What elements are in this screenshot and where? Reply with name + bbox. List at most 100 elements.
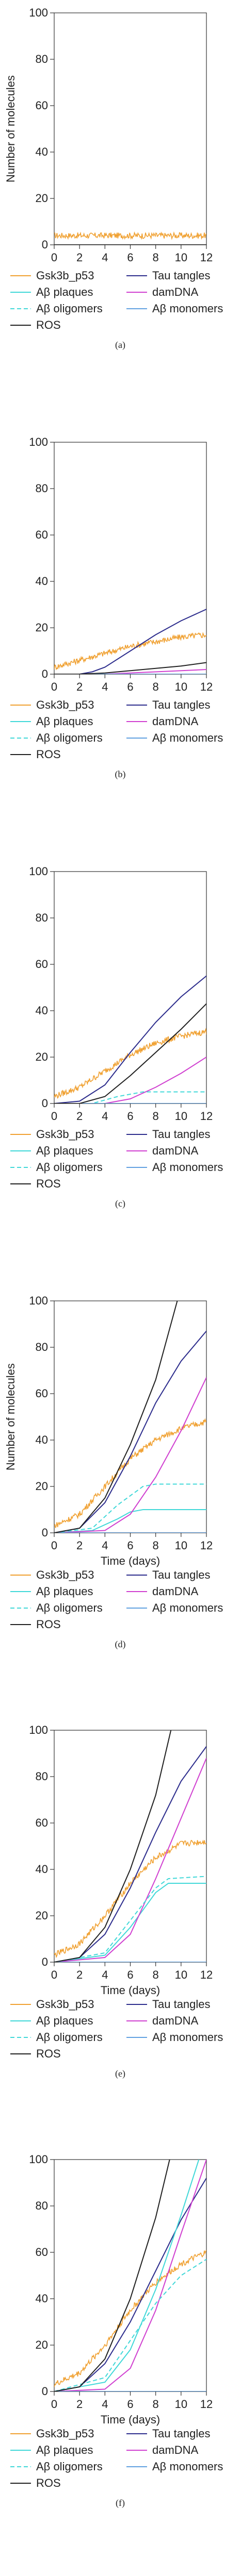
y-tick-label: 40 xyxy=(36,1863,48,1876)
series-line-tau-tangles xyxy=(54,609,206,674)
series-line-gsk3b-p53 xyxy=(54,1027,206,1099)
x-tick-label: 8 xyxy=(153,1110,159,1123)
x-tick-label: 0 xyxy=(51,251,57,264)
legend-entry: Aβ plaques xyxy=(36,715,93,728)
y-tick-label: 80 xyxy=(36,911,48,924)
y-tick-label: 80 xyxy=(36,1770,48,1783)
legend-entry: damDNA xyxy=(152,2444,199,2456)
legend-entry: Gsk3b_p53 xyxy=(36,2427,94,2440)
legend-entry: Tau tangles xyxy=(152,1568,211,1581)
series-line-a-oligomers xyxy=(54,1483,206,1533)
y-tick-label: 60 xyxy=(36,958,48,971)
legend-entry: Aβ oligomers xyxy=(36,2031,103,2044)
x-tick-label: 8 xyxy=(153,680,159,693)
x-tick-label: 4 xyxy=(102,2398,108,2411)
series-line-a-plaques xyxy=(54,2160,200,2391)
x-tick-label: 2 xyxy=(76,680,83,693)
x-tick-label: 6 xyxy=(127,251,133,264)
x-tick-label: 8 xyxy=(153,1968,159,1981)
panel-label: (e) xyxy=(115,2068,125,2079)
y-tick-label: 100 xyxy=(29,1294,48,1307)
y-tick-label: 20 xyxy=(36,192,48,205)
y-tick-label: 100 xyxy=(29,6,48,19)
panel-label: (d) xyxy=(115,1639,126,1650)
legend-entry: Aβ oligomers xyxy=(36,1161,103,1174)
series-line-damdna xyxy=(54,2160,206,2391)
x-tick-label: 12 xyxy=(200,2398,213,2411)
legend-entry: Tau tangles xyxy=(152,2427,211,2440)
series-line-tau-tangles xyxy=(54,1330,206,1533)
legend-entry: Aβ monomers xyxy=(152,2031,223,2044)
x-tick-label: 12 xyxy=(200,251,213,264)
y-tick-label: 60 xyxy=(36,1387,48,1400)
legend-entry: Aβ oligomers xyxy=(36,1601,103,1614)
y-tick-label: 40 xyxy=(36,145,48,158)
legend-entry: ROS xyxy=(36,2047,61,2060)
x-tick-label: 6 xyxy=(127,680,133,693)
x-tick-label: 6 xyxy=(127,2398,133,2411)
y-tick-label: 0 xyxy=(42,2385,48,2398)
plot-frame xyxy=(54,871,207,1104)
y-tick-label: 100 xyxy=(29,1724,48,1736)
chart-panel-1: 0 20 40 60 80 100 0 2 4 6 8 10 12 Gsk3b_p53 Tau tangle… xyxy=(10,436,223,780)
series-line-ros xyxy=(54,1730,172,1962)
series-line-damdna xyxy=(54,1758,206,1962)
chart-panel-0: 0 20 40 60 80 100 0 2 4 6 8 10 12 Number of molecules… xyxy=(4,6,223,350)
y-tick-label: 0 xyxy=(42,1526,48,1539)
x-tick-label: 10 xyxy=(175,2398,187,2411)
legend-entry: Aβ plaques xyxy=(36,1585,93,1598)
legend-entry: Gsk3b_p53 xyxy=(36,269,94,282)
series-line-gsk3b-p53 xyxy=(54,2250,206,2387)
y-tick-label: 100 xyxy=(29,2153,48,2166)
legend-entry: Aβ plaques xyxy=(36,2014,93,2027)
y-tick-label: 0 xyxy=(42,1955,48,1968)
panel-label: (f) xyxy=(116,2498,125,2508)
series-line-gsk3b-p53 xyxy=(54,1839,206,1959)
legend-entry: Tau tangles xyxy=(152,1128,211,1141)
legend-entry: damDNA xyxy=(152,1144,199,1157)
panel-label: (b) xyxy=(115,769,126,780)
series-line-damdna xyxy=(54,669,206,674)
y-tick-label: 60 xyxy=(36,1816,48,1829)
panel-label: (a) xyxy=(115,340,125,350)
y-tick-label: 20 xyxy=(36,1480,48,1493)
y-tick-label: 100 xyxy=(29,436,48,448)
chart-panel-4: 0 20 40 60 80 100 0 2 4 6 8 10 12 Time (days) Gsk3b_p5… xyxy=(10,1724,223,2079)
x-tick-label: 2 xyxy=(76,251,83,264)
legend-entry: Aβ plaques xyxy=(36,1144,93,1157)
x-tick-label: 12 xyxy=(200,1968,213,1981)
series-line-a-plaques xyxy=(54,1883,206,1962)
panel-label: (c) xyxy=(115,1198,125,1209)
x-tick-label: 2 xyxy=(76,2398,83,2411)
legend-entry: Aβ monomers xyxy=(152,1601,223,1614)
x-tick-label: 12 xyxy=(200,680,213,693)
x-axis-label: Time (days) xyxy=(101,1554,160,1567)
series-line-a-oligomers xyxy=(54,2259,206,2391)
x-tick-label: 4 xyxy=(102,680,108,693)
x-tick-label: 10 xyxy=(175,1110,187,1123)
x-tick-label: 0 xyxy=(51,1968,57,1981)
x-tick-label: 6 xyxy=(127,1539,133,1552)
legend-entry: Aβ oligomers xyxy=(36,2460,103,2473)
series-line-a-plaques xyxy=(54,1509,206,1533)
series-line-a-oligomers xyxy=(54,1091,206,1103)
legend-entry: damDNA xyxy=(152,2014,199,2027)
y-tick-label: 20 xyxy=(36,621,48,634)
series-line-ros xyxy=(54,1301,178,1533)
legend-entry: ROS xyxy=(36,319,61,331)
legend-entry: Aβ monomers xyxy=(152,731,223,744)
series-group xyxy=(54,609,206,674)
x-axis-label: Time (days) xyxy=(101,2413,160,2426)
y-tick-label: 80 xyxy=(36,2199,48,2212)
legend-entry: ROS xyxy=(36,2477,61,2489)
plot-frame xyxy=(54,12,207,245)
y-tick-label: 20 xyxy=(36,1909,48,1922)
series-line-gsk3b-p53 xyxy=(54,631,206,671)
legend-entry: Aβ plaques xyxy=(36,286,93,298)
legend-entry: damDNA xyxy=(152,1585,199,1598)
y-tick-label: 20 xyxy=(36,1050,48,1063)
legend-entry: Gsk3b_p53 xyxy=(36,1998,94,2011)
legend-entry: ROS xyxy=(36,748,61,761)
series-line-ros xyxy=(54,1003,206,1103)
